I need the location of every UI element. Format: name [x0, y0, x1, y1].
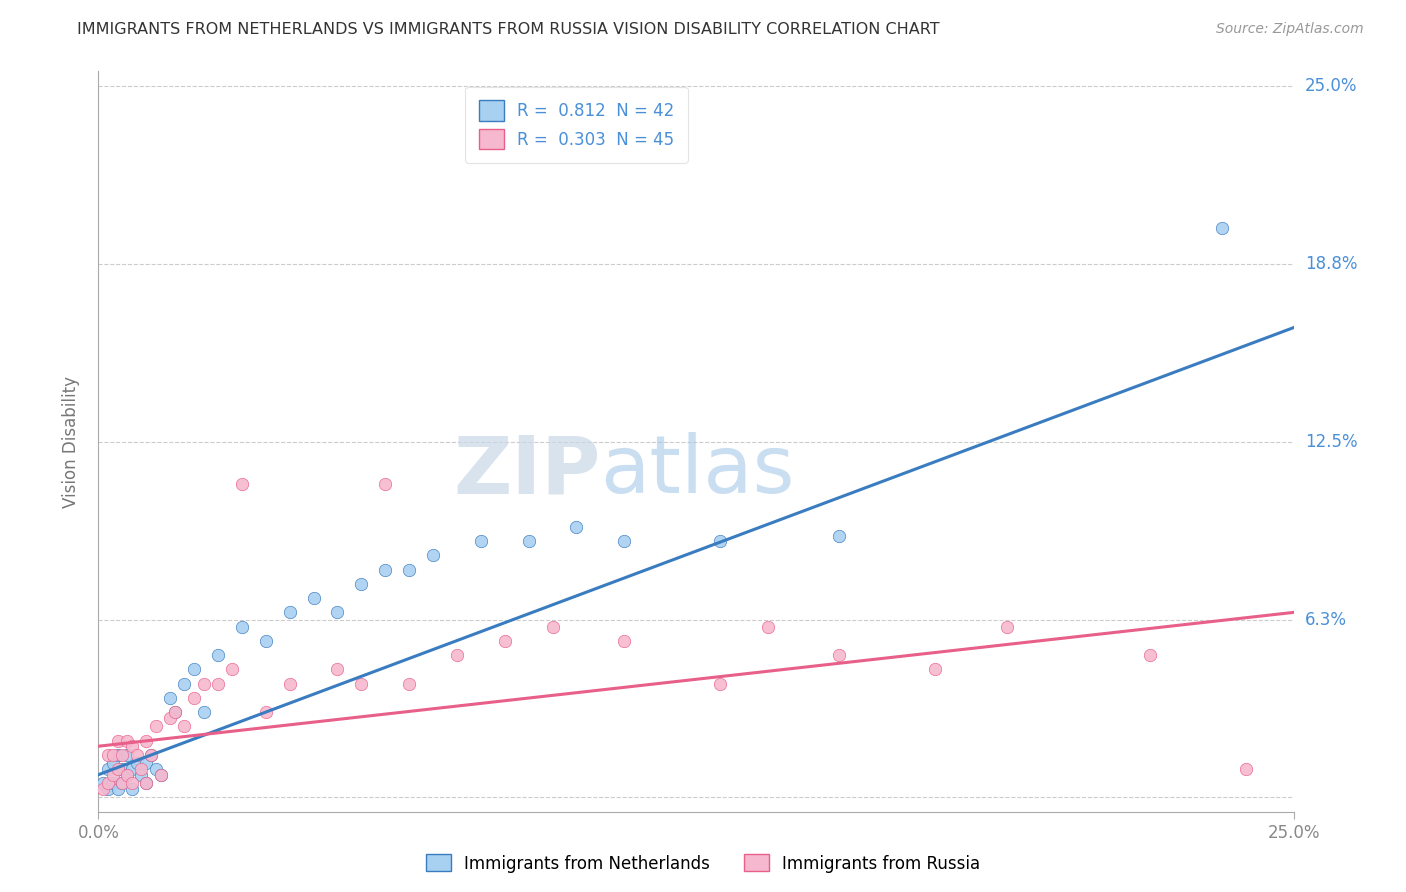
Point: [302, 591, 325, 606]
Point: [107, 733, 129, 747]
Point: [254, 633, 277, 648]
Point: [139, 747, 162, 762]
Y-axis label: Vision Disability: Vision Disability: [62, 376, 80, 508]
Point: [326, 662, 349, 676]
Point: [183, 662, 205, 676]
Point: [135, 776, 157, 790]
Point: [398, 563, 420, 577]
Text: 12.5%: 12.5%: [1305, 433, 1357, 450]
Point: [115, 767, 138, 781]
Point: [613, 534, 636, 549]
Point: [163, 705, 186, 719]
Point: [145, 762, 167, 776]
Point: [207, 648, 229, 662]
Point: [101, 747, 124, 762]
Point: [159, 690, 181, 705]
Point: [139, 747, 162, 762]
Point: [163, 705, 186, 719]
Point: [541, 620, 564, 634]
Point: [709, 534, 731, 549]
Point: [97, 776, 120, 790]
Point: [115, 767, 138, 781]
Point: [278, 606, 301, 620]
Point: [231, 477, 253, 491]
Point: [121, 739, 143, 754]
Point: [159, 711, 181, 725]
Point: [101, 767, 124, 781]
Point: [125, 747, 148, 762]
Point: [613, 633, 636, 648]
Point: [470, 534, 492, 549]
Point: [101, 776, 124, 790]
Point: [254, 705, 277, 719]
Point: [326, 606, 349, 620]
Point: [107, 781, 129, 796]
Point: [135, 756, 157, 771]
Point: [207, 676, 229, 690]
Point: [121, 762, 143, 776]
Point: [91, 776, 114, 790]
Point: [517, 534, 540, 549]
Point: [97, 762, 120, 776]
Point: [121, 776, 143, 790]
Point: [107, 747, 129, 762]
Point: [374, 563, 396, 577]
Point: [756, 620, 779, 634]
Point: [91, 781, 114, 796]
Text: ZIP: ZIP: [453, 432, 600, 510]
Point: [131, 767, 153, 781]
Point: [111, 776, 134, 790]
Legend: R =  0.812  N = 42, R =  0.303  N = 45: R = 0.812 N = 42, R = 0.303 N = 45: [465, 87, 688, 162]
Point: [121, 781, 143, 796]
Point: [350, 577, 373, 591]
Point: [221, 662, 243, 676]
Point: [995, 620, 1018, 634]
Point: [125, 756, 148, 771]
Text: 25.0%: 25.0%: [1305, 77, 1357, 95]
Point: [111, 747, 134, 762]
Point: [1139, 648, 1161, 662]
Point: [1234, 762, 1257, 776]
Point: [924, 662, 946, 676]
Point: [398, 676, 420, 690]
Point: [828, 648, 851, 662]
Point: [149, 767, 172, 781]
Point: [350, 676, 373, 690]
Point: [145, 719, 167, 733]
Text: atlas: atlas: [600, 432, 794, 510]
Point: [231, 620, 253, 634]
Text: IMMIGRANTS FROM NETHERLANDS VS IMMIGRANTS FROM RUSSIA VISION DISABILITY CORRELAT: IMMIGRANTS FROM NETHERLANDS VS IMMIGRANT…: [77, 22, 941, 37]
Text: 18.8%: 18.8%: [1305, 254, 1357, 273]
Point: [1211, 221, 1233, 235]
Point: [374, 477, 396, 491]
Point: [446, 648, 468, 662]
Point: [173, 676, 195, 690]
Point: [422, 549, 444, 563]
Point: [101, 756, 124, 771]
Point: [97, 781, 120, 796]
Point: [135, 733, 157, 747]
Point: [828, 528, 851, 542]
Point: [107, 762, 129, 776]
Point: [111, 776, 134, 790]
Point: [135, 776, 157, 790]
Point: [709, 676, 731, 690]
Point: [278, 676, 301, 690]
Point: [149, 767, 172, 781]
Legend: Immigrants from Netherlands, Immigrants from Russia: Immigrants from Netherlands, Immigrants …: [419, 847, 987, 880]
Point: [193, 676, 215, 690]
Point: [183, 690, 205, 705]
Point: [115, 733, 138, 747]
Point: [193, 705, 215, 719]
Point: [494, 633, 516, 648]
Point: [97, 747, 120, 762]
Point: [565, 520, 588, 534]
Text: Source: ZipAtlas.com: Source: ZipAtlas.com: [1216, 22, 1364, 37]
Point: [115, 747, 138, 762]
Text: 6.3%: 6.3%: [1305, 610, 1347, 629]
Point: [131, 762, 153, 776]
Point: [111, 762, 134, 776]
Point: [173, 719, 195, 733]
